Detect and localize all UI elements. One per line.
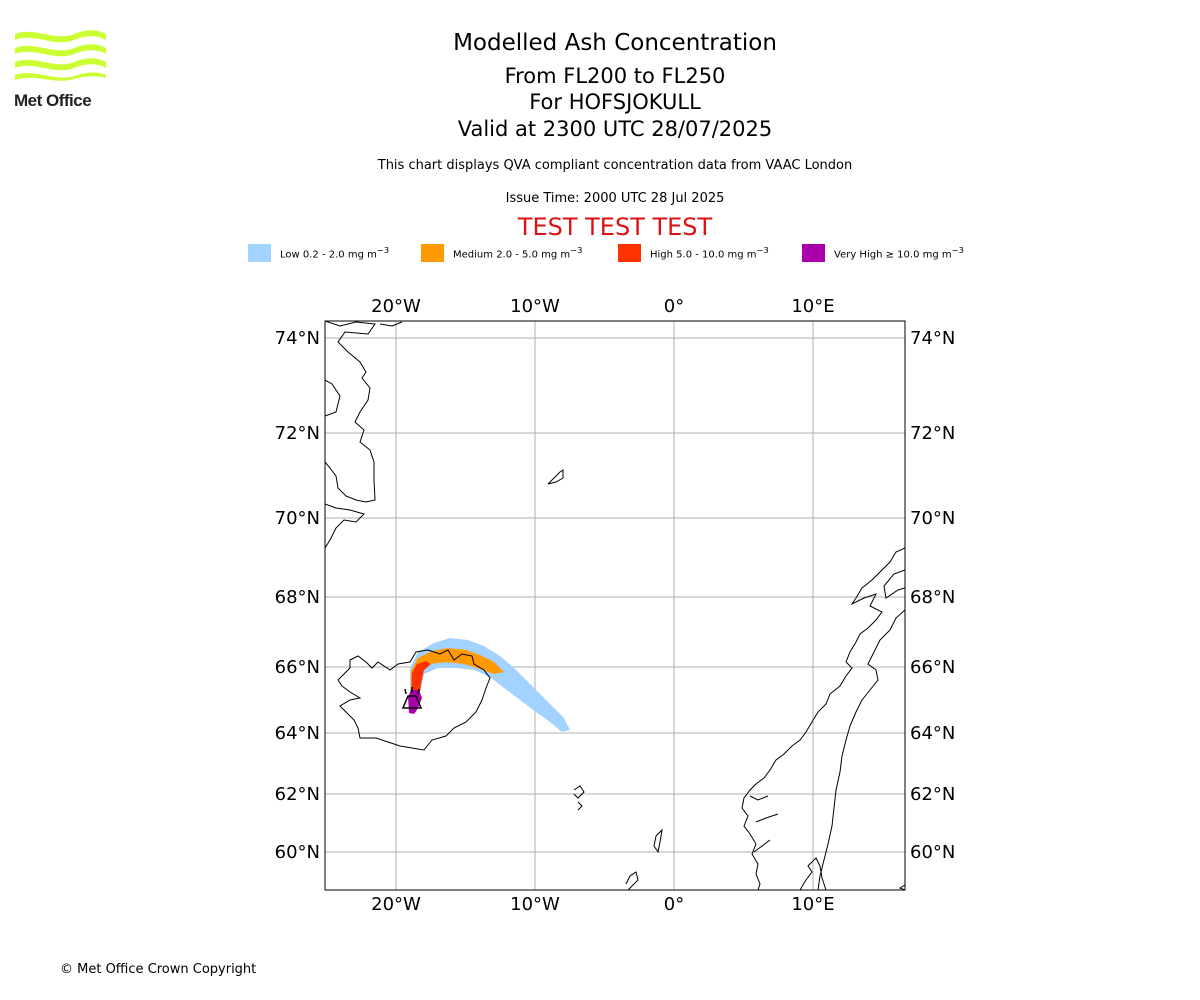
graticule <box>325 321 905 890</box>
volcano-icon <box>401 687 423 709</box>
longitude-labels-top: 20°W 10°W 0° 10°E <box>371 296 834 317</box>
lon-label-top: 10°W <box>510 296 560 317</box>
lat-label-right: 66°N <box>910 657 955 678</box>
legend-item-low: Low 0.2 - 2.0 mg m−3 <box>248 244 389 262</box>
valid-time: Valid at 2300 UTC 28/07/2025 <box>457 117 773 141</box>
volcano-name: For HOFSJOKULL <box>529 90 701 114</box>
iceland-coast <box>337 649 491 751</box>
scotland-coast <box>625 871 639 890</box>
legend-range: 5.0 - 10.0 mg m <box>676 249 757 261</box>
legend-name: Medium <box>453 249 493 261</box>
lat-label-right: 64°N <box>910 723 955 744</box>
legend-item-very-high: Very High ≥ 10.0 mg m−3 <box>802 244 964 262</box>
legend-item-medium: Medium 2.0 - 5.0 mg m−3 <box>421 244 582 262</box>
legend-exponent: −3 <box>376 245 390 256</box>
lat-label-left: 68°N <box>275 587 320 608</box>
legend-exponent: −3 <box>570 245 583 256</box>
lon-label-top: 10°E <box>791 296 834 317</box>
ash-medium-area <box>411 648 504 704</box>
faroe-islands-coast <box>573 785 585 811</box>
lon-label-bottom: 0° <box>664 894 684 915</box>
chart-title: Modelled Ash Concentration <box>453 30 777 56</box>
legend-name: Low <box>280 249 300 261</box>
shetland-coast <box>653 828 663 854</box>
lat-label-left: 70°N <box>275 508 320 529</box>
issue-time: Issue Time: 2000 UTC 28 Jul 2025 <box>505 191 725 206</box>
lat-label-right: 70°N <box>910 508 955 529</box>
longitude-labels-bottom: 20°W 10°W 0° 10°E <box>371 894 834 915</box>
map-area <box>325 321 905 890</box>
lat-label-right: 72°N <box>910 423 955 444</box>
flight-levels: From FL200 to FL250 <box>504 64 726 88</box>
coastlines <box>325 321 905 890</box>
lon-label-top: 20°W <box>371 296 421 317</box>
norway-coast <box>741 547 905 890</box>
legend-name: High <box>650 249 673 261</box>
logo-waves-icon <box>15 30 106 81</box>
lat-label-left: 62°N <box>275 784 320 805</box>
ash-very-high-area <box>408 690 422 714</box>
legend-range: 2.0 - 5.0 mg m <box>496 249 571 261</box>
lat-label-right: 60°N <box>910 842 955 863</box>
latitude-labels-right: 74°N 72°N 70°N 68°N 66°N 64°N 62°N 60°N <box>910 328 955 863</box>
lat-label-right: 74°N <box>910 328 955 349</box>
lat-label-left: 64°N <box>275 723 320 744</box>
latitude-labels-left: 74°N 72°N 70°N 68°N 66°N 64°N 62°N 60°N <box>275 328 320 863</box>
lat-label-left: 74°N <box>275 328 320 349</box>
legend-item-high: High 5.0 - 10.0 mg m−3 <box>618 244 769 262</box>
logo-text: Met Office <box>14 91 92 110</box>
lat-label-left: 66°N <box>275 657 320 678</box>
legend-range: 0.2 - 2.0 mg m <box>302 249 377 261</box>
lon-label-bottom: 10°E <box>791 894 834 915</box>
legend-exponent: −3 <box>951 245 964 256</box>
legend-swatch-low <box>248 244 271 262</box>
qva-note: This chart displays QVA compliant concen… <box>377 158 853 173</box>
legend-name: Very High <box>834 249 883 261</box>
legend-swatch-very-high <box>802 244 825 262</box>
lon-label-bottom: 20°W <box>371 894 421 915</box>
copyright-notice: © Met Office Crown Copyright <box>60 962 257 977</box>
lat-label-left: 72°N <box>275 423 320 444</box>
lat-label-left: 60°N <box>275 842 320 863</box>
lat-label-right: 68°N <box>910 587 955 608</box>
lon-label-bottom: 10°W <box>510 894 560 915</box>
map-frame <box>324 320 906 891</box>
jan-mayen-coast <box>547 469 564 485</box>
legend-swatch-medium <box>421 244 444 262</box>
legend-swatch-high <box>618 244 641 262</box>
legend-exponent: −3 <box>756 245 769 256</box>
legend-range: ≥ 10.0 mg m <box>885 249 952 261</box>
greenland-coast <box>325 321 376 503</box>
lat-label-right: 62°N <box>910 784 955 805</box>
test-banner: TEST TEST TEST <box>517 213 713 241</box>
met-office-logo <box>15 30 106 81</box>
lon-label-top: 0° <box>664 296 684 317</box>
